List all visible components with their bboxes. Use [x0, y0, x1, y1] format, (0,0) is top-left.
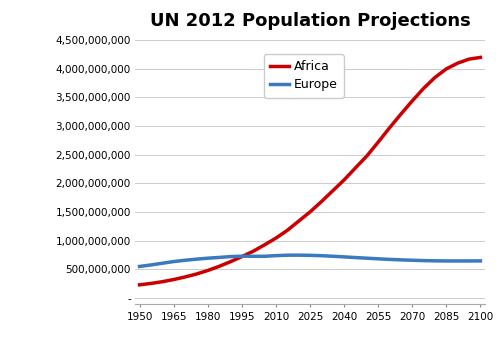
Europe	[420, 258, 426, 263]
Europe	[364, 256, 370, 260]
Africa	[432, 75, 438, 79]
Africa	[444, 67, 450, 71]
Africa	[239, 255, 245, 259]
Europe	[398, 258, 404, 262]
Europe	[410, 258, 416, 262]
Africa	[262, 243, 268, 247]
Europe	[148, 263, 154, 267]
Europe	[466, 259, 472, 263]
Africa	[296, 219, 302, 223]
Europe	[296, 253, 302, 257]
Legend: Africa, Europe: Africa, Europe	[264, 54, 344, 98]
Africa	[136, 283, 142, 287]
Europe	[284, 253, 290, 257]
Europe	[194, 257, 200, 261]
Africa	[398, 112, 404, 116]
Africa	[204, 268, 210, 273]
Africa	[216, 264, 222, 268]
Africa	[182, 275, 188, 279]
Europe	[250, 254, 256, 258]
Europe	[160, 261, 166, 265]
Europe	[386, 257, 392, 262]
Europe	[170, 259, 176, 264]
Africa	[375, 140, 381, 144]
Europe	[182, 258, 188, 262]
Europe	[330, 254, 336, 258]
Africa	[148, 282, 154, 286]
Europe	[136, 264, 142, 268]
Africa	[318, 200, 324, 204]
Africa	[420, 86, 426, 90]
Africa	[330, 189, 336, 193]
Africa	[228, 260, 234, 264]
Africa	[478, 55, 484, 59]
Title: UN 2012 Population Projections: UN 2012 Population Projections	[150, 12, 470, 30]
Europe	[307, 253, 313, 257]
Europe	[262, 254, 268, 258]
Europe	[352, 256, 358, 260]
Africa	[410, 99, 416, 103]
Africa	[454, 61, 460, 65]
Europe	[478, 259, 484, 263]
Africa	[284, 228, 290, 233]
Line: Africa: Africa	[140, 57, 480, 285]
Africa	[352, 166, 358, 170]
Africa	[160, 280, 166, 284]
Africa	[273, 236, 279, 240]
Africa	[170, 277, 176, 282]
Africa	[386, 126, 392, 130]
Line: Europe: Europe	[140, 255, 480, 266]
Africa	[307, 210, 313, 214]
Europe	[216, 255, 222, 259]
Europe	[341, 255, 347, 259]
Europe	[318, 254, 324, 258]
Europe	[239, 254, 245, 258]
Africa	[466, 57, 472, 61]
Europe	[432, 259, 438, 263]
Europe	[454, 259, 460, 263]
Europe	[204, 256, 210, 260]
Africa	[341, 178, 347, 182]
Africa	[250, 249, 256, 253]
Europe	[444, 259, 450, 263]
Europe	[228, 255, 234, 259]
Africa	[364, 154, 370, 158]
Africa	[194, 272, 200, 276]
Europe	[273, 254, 279, 258]
Europe	[375, 257, 381, 261]
